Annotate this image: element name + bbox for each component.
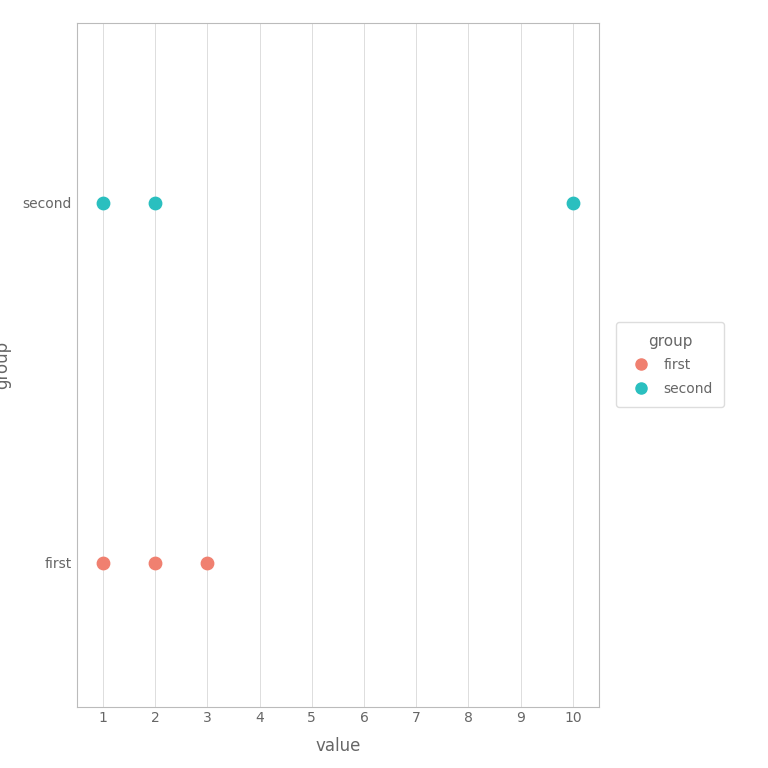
Legend: first, second: first, second	[617, 323, 724, 407]
Point	[149, 557, 161, 569]
X-axis label: value: value	[315, 737, 361, 754]
Y-axis label: group: group	[0, 341, 12, 389]
Point	[149, 197, 161, 209]
Point	[97, 197, 109, 209]
Point	[201, 557, 214, 569]
Point	[97, 557, 109, 569]
Point	[567, 197, 579, 209]
